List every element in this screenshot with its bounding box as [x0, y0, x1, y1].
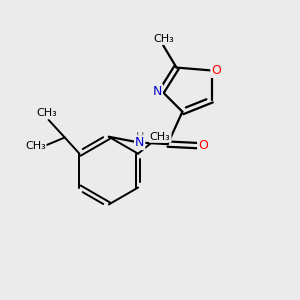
Text: N: N: [135, 136, 144, 149]
Text: O: O: [211, 64, 221, 77]
Text: O: O: [198, 139, 208, 152]
Text: N: N: [153, 85, 162, 98]
Text: CH₃: CH₃: [25, 141, 46, 151]
Text: CH₃: CH₃: [153, 34, 174, 44]
Text: CH₃: CH₃: [150, 132, 171, 142]
Text: CH₃: CH₃: [37, 108, 57, 118]
Text: H: H: [136, 132, 144, 142]
